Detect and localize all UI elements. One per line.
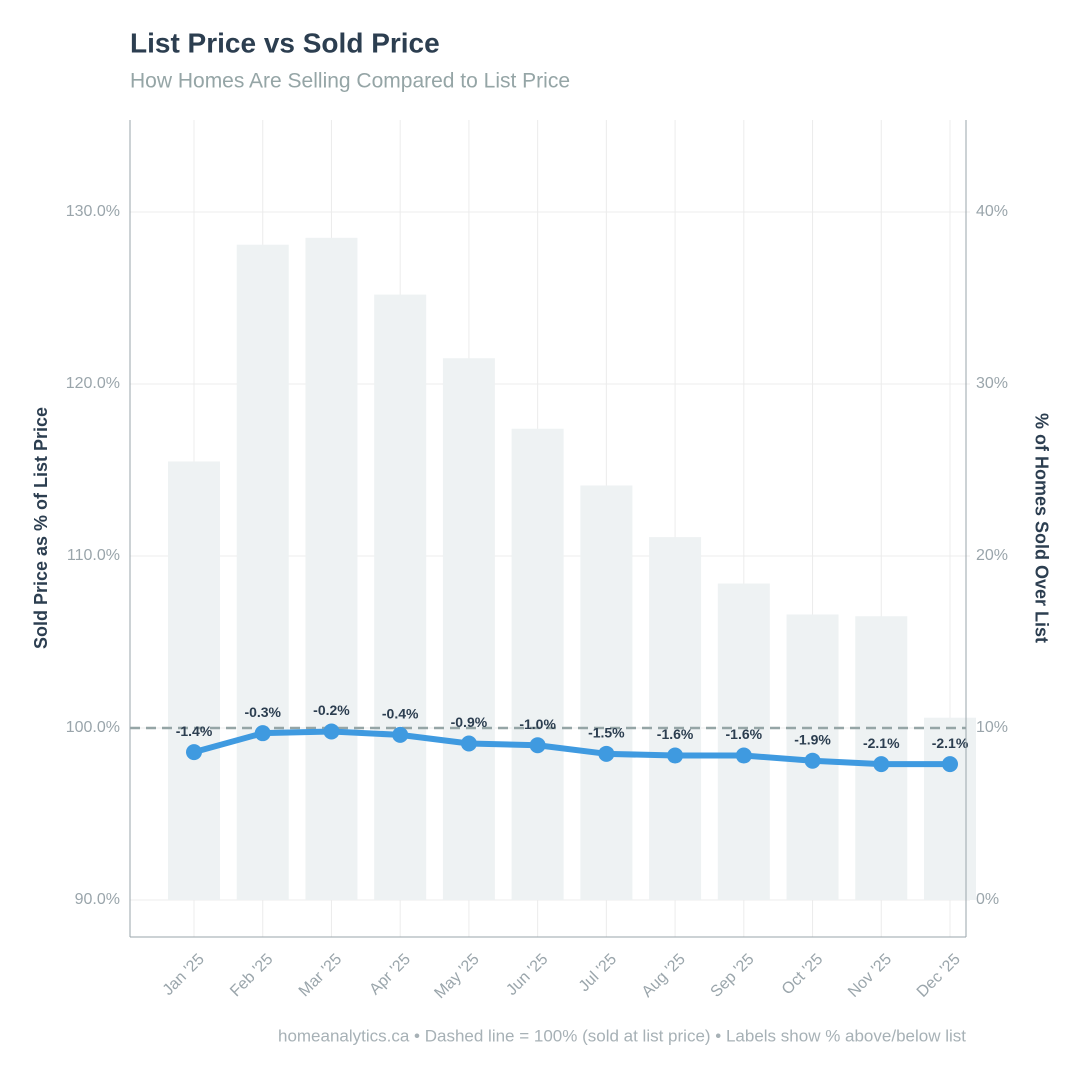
y-tick-label: 90.0%: [75, 891, 120, 908]
x-tick-label: Aug '25: [639, 951, 689, 1001]
point: [186, 744, 202, 761]
bar: [168, 461, 220, 901]
data-label: -1.0%: [519, 716, 556, 732]
bar: [511, 428, 564, 901]
data-label: -1.5%: [588, 725, 625, 741]
y-tick-label: 120.0%: [66, 375, 120, 392]
bar: [580, 485, 633, 901]
y-tick-label: 130.0%: [66, 203, 120, 220]
y2-axis-title: % of Homes Sold Over List: [1031, 413, 1051, 643]
x-tick-label: Mar '25: [296, 951, 345, 1000]
x-tick-label: Feb '25: [227, 951, 276, 1000]
point: [392, 726, 409, 743]
line: [193, 728, 950, 768]
point: [667, 747, 684, 764]
point: [254, 725, 271, 742]
chart-title: List Price vs Sold Price: [130, 27, 440, 58]
x-tick-label: Oct '25: [779, 951, 827, 999]
data-label: -0.3%: [244, 704, 281, 720]
y2-tick-label: 10%: [976, 719, 1008, 736]
point: [873, 756, 890, 773]
bar: [717, 583, 770, 901]
x-tick-label: Dec '25: [914, 951, 964, 1001]
y2-tick-label: 20%: [976, 547, 1008, 564]
point: [942, 756, 958, 773]
bar: [236, 244, 289, 901]
x-tick-label: Nov '25: [845, 951, 895, 1001]
footer: homeanalytics.ca • Dashed line = 100% (s…: [278, 1026, 966, 1045]
x-tick-label: May '25: [431, 951, 482, 1002]
data-label: -2.1%: [932, 735, 969, 751]
data-label: -2.1%: [863, 735, 900, 751]
y-tick-label: 100.0%: [66, 719, 120, 736]
y2-tick-label: 0%: [976, 891, 999, 908]
bar: [374, 294, 427, 901]
y-axis-title: Sold Price as % of List Price: [31, 407, 51, 649]
bar: [924, 717, 976, 901]
bar: [305, 237, 358, 901]
point: [804, 752, 821, 769]
data-label: -0.9%: [451, 714, 488, 730]
chart-subtitle: How Homes Are Selling Compared to List P…: [130, 70, 570, 93]
x-tick-label: Jun '25: [503, 951, 551, 999]
x-tick-label: Sep '25: [708, 951, 758, 1001]
data-label: -0.2%: [313, 702, 350, 718]
point: [598, 745, 615, 762]
data-label: -1.6%: [726, 726, 763, 742]
data-label: -0.4%: [382, 706, 419, 722]
bar: [649, 537, 702, 901]
point: [735, 747, 752, 764]
x-tick-label: Jan '25: [160, 951, 208, 999]
x-tick-label: Jul '25: [576, 951, 620, 995]
y-tick-label: 110.0%: [67, 547, 120, 564]
bar: [442, 358, 495, 901]
y2-tick-label: 30%: [976, 375, 1008, 392]
data-label: -1.6%: [657, 726, 694, 742]
x-tick-label: Apr '25: [366, 951, 414, 999]
point: [529, 737, 546, 754]
data-label: -1.4%: [176, 723, 213, 739]
data-label: -1.9%: [794, 731, 831, 747]
y2-tick-label: 40%: [976, 203, 1008, 220]
point: [323, 723, 340, 740]
point: [460, 735, 477, 752]
